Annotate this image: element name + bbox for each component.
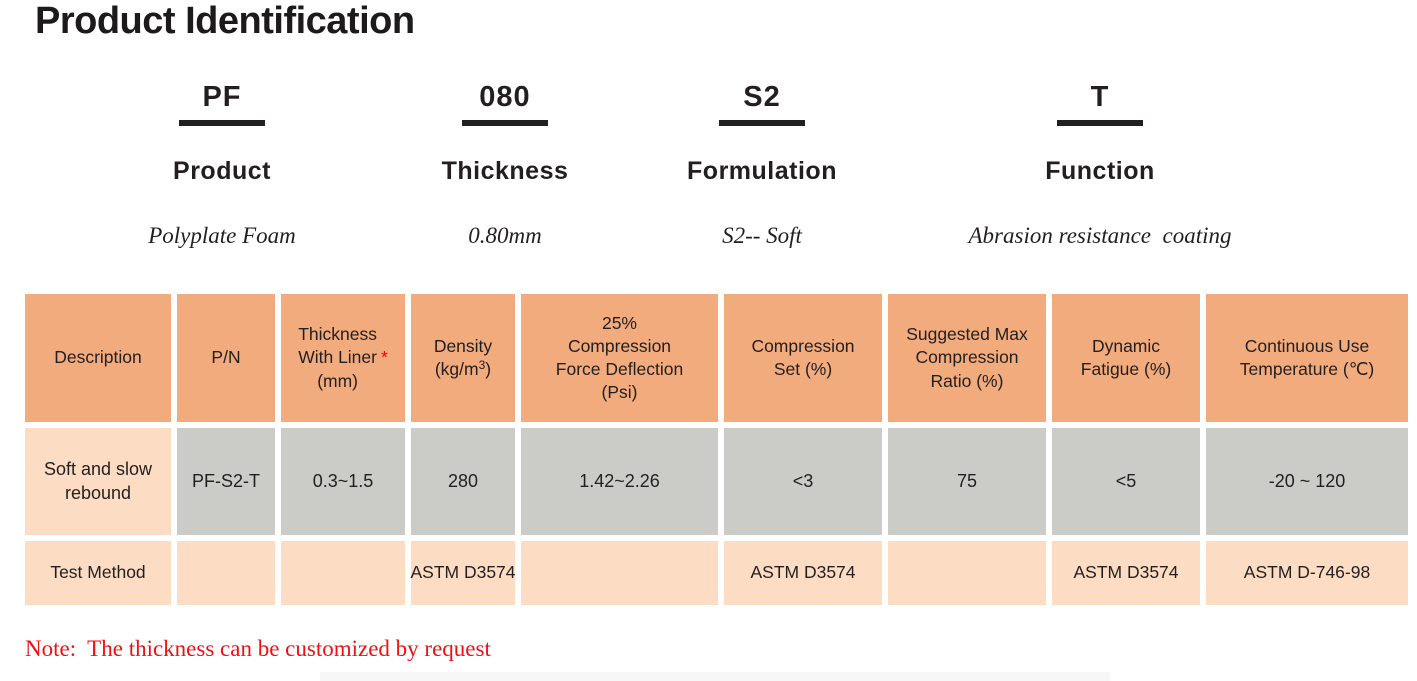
test-method-thickness <box>281 541 405 605</box>
code-column-product: PF Product Polyplate Foam <box>42 80 402 250</box>
test-method-compression-set: ASTM D3574 <box>724 541 882 605</box>
code-value: T <box>1090 81 1110 113</box>
header-thickness-with-liner: Thickness With Liner (mm) * <box>281 294 405 422</box>
data-compression-force-deflection: 1.42~2.26 <box>521 428 718 535</box>
code-underline <box>1057 120 1143 126</box>
required-asterisk: * <box>380 347 388 368</box>
test-method-label: Test Method <box>25 541 171 605</box>
test-method-dynamic-fatigue: ASTM D3574 <box>1052 541 1200 605</box>
data-continuous-use-temperature: -20 ~ 120 <box>1206 428 1408 535</box>
header-pn: P/N <box>177 294 275 422</box>
header-thickness-text: Thickness With Liner (mm) <box>298 324 377 391</box>
data-pn: PF-S2-T <box>177 428 275 535</box>
header-density: Density (kg/m3) <box>411 294 515 422</box>
header-continuous-use-temperature: Continuous Use Temperature (℃) <box>1206 294 1408 422</box>
code-value: PF <box>202 81 242 113</box>
code-meaning: S2-- Soft <box>722 223 802 248</box>
code-meaning: Polyplate Foam <box>148 223 296 248</box>
code-category: Function <box>1045 157 1155 185</box>
code-value: 080 <box>479 81 531 113</box>
code-category: Product <box>173 157 271 185</box>
header-compression-set: Compression Set (%) <box>724 294 882 422</box>
test-method-continuous-use-temperature: ASTM D-746-98 <box>1206 541 1408 605</box>
code-meaning: Abrasion resistance coating <box>968 223 1232 248</box>
code-column-function: T Function Abrasion resistance coating <box>920 80 1280 250</box>
code-underline <box>719 120 805 126</box>
next-section-strip <box>320 672 1110 681</box>
code-column-thickness: 080 Thickness 0.80mm <box>325 80 685 250</box>
data-thickness: 0.3~1.5 <box>281 428 405 535</box>
test-method-pn <box>177 541 275 605</box>
code-meaning: 0.80mm <box>468 223 542 248</box>
code-value: S2 <box>743 81 781 113</box>
code-category: Formulation <box>687 157 837 185</box>
data-density: 280 <box>411 428 515 535</box>
data-compression-set: <3 <box>724 428 882 535</box>
header-dynamic-fatigue: Dynamic Fatigue (%) <box>1052 294 1200 422</box>
spec-table: Description P/N Thickness With Liner (mm… <box>25 294 1408 605</box>
test-method-density: ASTM D3574 <box>410 541 516 605</box>
thickness-note: Note: The thickness can be customized by… <box>25 636 491 661</box>
data-description: Soft and slow rebound <box>25 428 171 535</box>
code-category: Thickness <box>441 157 569 185</box>
header-suggested-max-compression-ratio: Suggested Max Compression Ratio (%) <box>888 294 1046 422</box>
header-compression-force-deflection: 25% Compression Force Deflection (Psi) <box>521 294 718 422</box>
code-underline <box>462 120 548 126</box>
data-dynamic-fatigue: <5 <box>1052 428 1200 535</box>
data-suggested-max-compression-ratio: 75 <box>888 428 1046 535</box>
code-column-formulation: S2 Formulation S2-- Soft <box>582 80 942 250</box>
test-method-suggested-max <box>888 541 1046 605</box>
header-density-text: Density (kg/m3) <box>433 335 493 379</box>
header-description: Description <box>25 294 171 422</box>
code-underline <box>179 120 265 126</box>
page-title: Product Identification <box>35 0 415 42</box>
superscript-3: 3 <box>478 358 486 372</box>
test-method-compression-force-deflection <box>521 541 718 605</box>
